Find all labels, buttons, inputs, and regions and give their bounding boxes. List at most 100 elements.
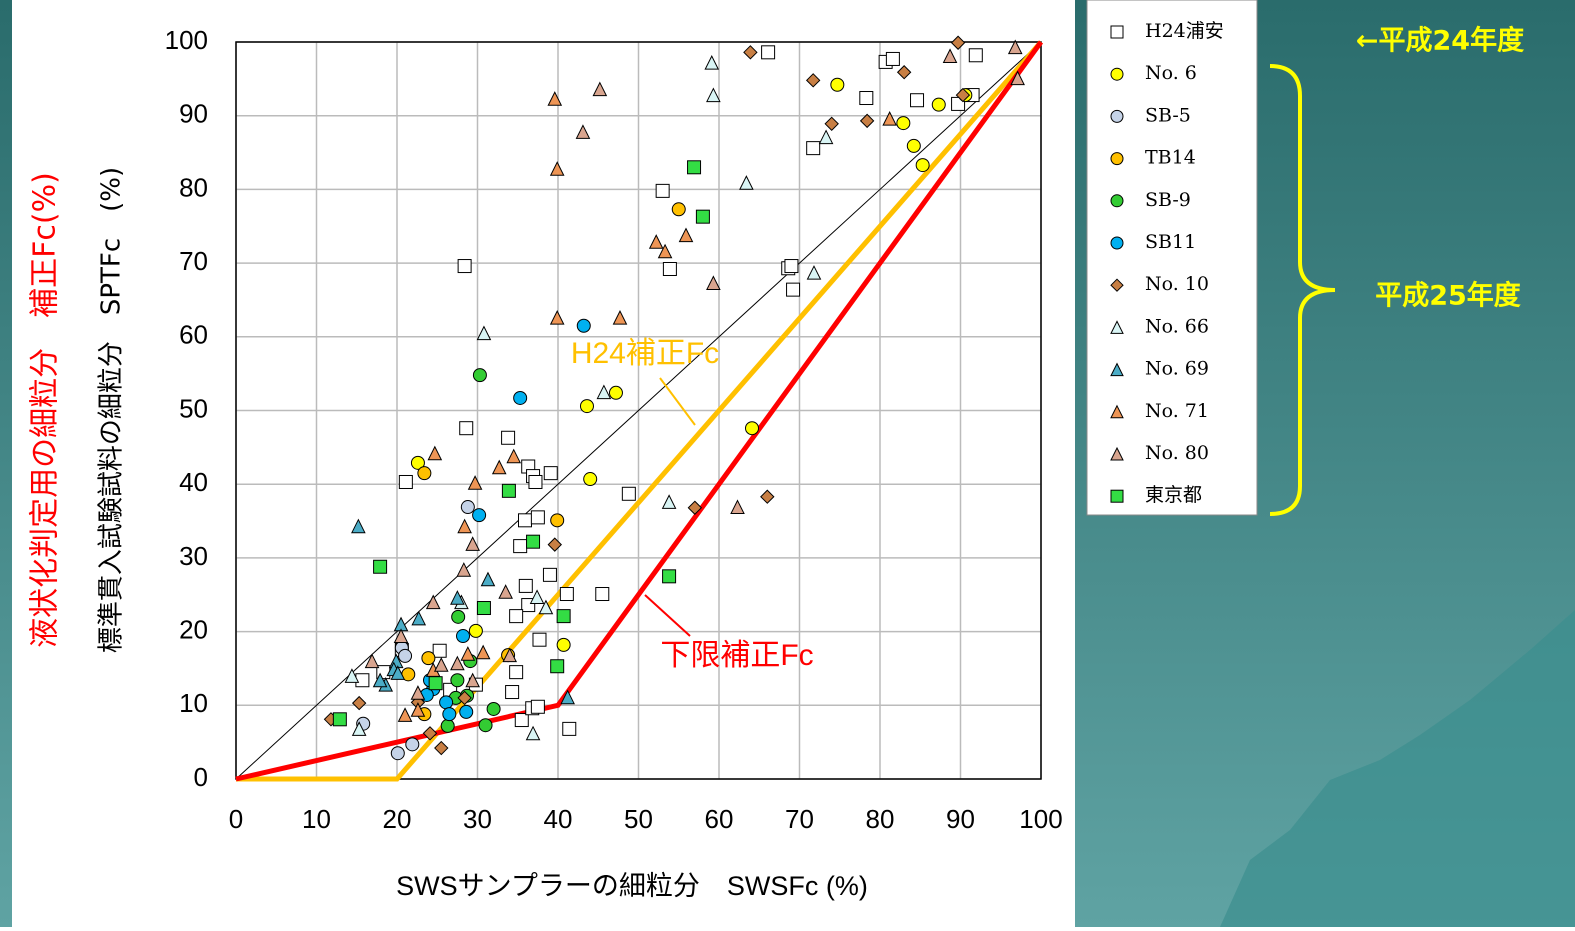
point bbox=[1007, 39, 1023, 55]
point bbox=[410, 455, 425, 470]
point bbox=[373, 559, 388, 574]
point bbox=[760, 489, 775, 504]
point bbox=[532, 632, 547, 647]
point bbox=[428, 676, 443, 691]
legend-marker bbox=[1110, 67, 1124, 81]
point bbox=[906, 138, 921, 153]
point bbox=[583, 472, 598, 487]
y-tick-label: 100 bbox=[165, 25, 208, 55]
x-axis-title: SWSサンプラーの細粒分 SWSFc (%) bbox=[396, 871, 868, 901]
point bbox=[351, 695, 367, 711]
point bbox=[662, 569, 677, 584]
point bbox=[549, 310, 565, 325]
chart-panel bbox=[12, 0, 1075, 927]
point bbox=[661, 494, 677, 509]
point bbox=[547, 91, 563, 106]
point bbox=[704, 55, 720, 70]
point bbox=[517, 513, 532, 528]
point bbox=[433, 657, 449, 672]
point bbox=[805, 73, 821, 88]
point bbox=[460, 500, 475, 515]
point bbox=[410, 685, 426, 700]
y-tick-label: 80 bbox=[179, 172, 208, 202]
point bbox=[678, 227, 694, 243]
point bbox=[456, 562, 472, 577]
x-tick-label: 70 bbox=[785, 804, 814, 834]
legend-label: No. 80 bbox=[1145, 442, 1209, 464]
legend-label: No. 69 bbox=[1145, 358, 1209, 380]
legend-label: TB14 bbox=[1145, 147, 1196, 169]
point bbox=[608, 385, 623, 400]
x-tick-label: 90 bbox=[946, 804, 975, 834]
y-axis-title: 液状化判定用の細粒分 補正Fc(%) bbox=[28, 172, 63, 648]
annotation: 平成25年度 bbox=[1375, 280, 1521, 312]
legend-marker bbox=[1110, 320, 1124, 334]
legend-marker bbox=[1110, 194, 1124, 208]
point bbox=[538, 599, 554, 615]
point bbox=[525, 725, 541, 741]
point bbox=[398, 474, 413, 489]
point bbox=[950, 35, 966, 50]
legend-marker bbox=[1110, 446, 1124, 461]
point bbox=[556, 609, 571, 624]
point bbox=[476, 601, 491, 616]
point bbox=[612, 310, 628, 325]
x-tick-label: 80 bbox=[866, 804, 895, 834]
point bbox=[364, 653, 380, 669]
point bbox=[648, 234, 664, 249]
point bbox=[931, 97, 946, 112]
line-label: H24補正Fc bbox=[571, 337, 719, 370]
leader-line bbox=[659, 377, 696, 426]
x-tick-label: 50 bbox=[624, 804, 653, 834]
x-tick-label: 30 bbox=[463, 804, 492, 834]
point bbox=[896, 65, 912, 80]
point bbox=[440, 718, 455, 733]
point bbox=[421, 651, 436, 666]
point bbox=[411, 610, 427, 626]
point bbox=[687, 160, 702, 175]
point bbox=[425, 594, 441, 610]
point bbox=[730, 499, 745, 515]
point bbox=[562, 721, 577, 736]
y-tick-label: 0 bbox=[194, 762, 208, 792]
legend-panel bbox=[1086, 0, 1258, 516]
point bbox=[476, 325, 492, 341]
point bbox=[518, 578, 533, 593]
annotation: ←平成24年度 bbox=[1356, 25, 1524, 57]
reference-line bbox=[236, 40, 1043, 782]
legend-label: No. 66 bbox=[1145, 315, 1209, 337]
x-tick-label: 10 bbox=[302, 804, 331, 834]
point bbox=[514, 713, 529, 728]
point bbox=[530, 510, 545, 525]
point bbox=[955, 87, 971, 103]
point bbox=[457, 690, 472, 706]
point bbox=[513, 390, 528, 405]
point bbox=[706, 87, 721, 103]
y-tick-label: 20 bbox=[179, 614, 208, 644]
point bbox=[910, 93, 925, 108]
point bbox=[830, 77, 845, 92]
point bbox=[480, 571, 496, 587]
point bbox=[513, 539, 528, 554]
point bbox=[442, 707, 457, 722]
point bbox=[390, 665, 406, 680]
point bbox=[397, 707, 413, 722]
point bbox=[595, 587, 610, 602]
point bbox=[575, 124, 591, 139]
point bbox=[486, 701, 501, 716]
point bbox=[547, 537, 562, 552]
point bbox=[530, 699, 545, 714]
point bbox=[818, 129, 834, 145]
point bbox=[459, 421, 474, 436]
y-tick-label: 60 bbox=[179, 320, 208, 350]
x-tick-label: 40 bbox=[544, 804, 573, 834]
point bbox=[498, 584, 513, 599]
point bbox=[478, 718, 493, 733]
point bbox=[468, 623, 483, 638]
y-axis-title: 標準貫入試験試料の細粒分 SPTFc (%) bbox=[97, 167, 127, 653]
y-tick-label: 40 bbox=[179, 467, 208, 497]
y-tick-label: 90 bbox=[179, 99, 208, 129]
point bbox=[529, 589, 545, 604]
point bbox=[968, 48, 983, 63]
